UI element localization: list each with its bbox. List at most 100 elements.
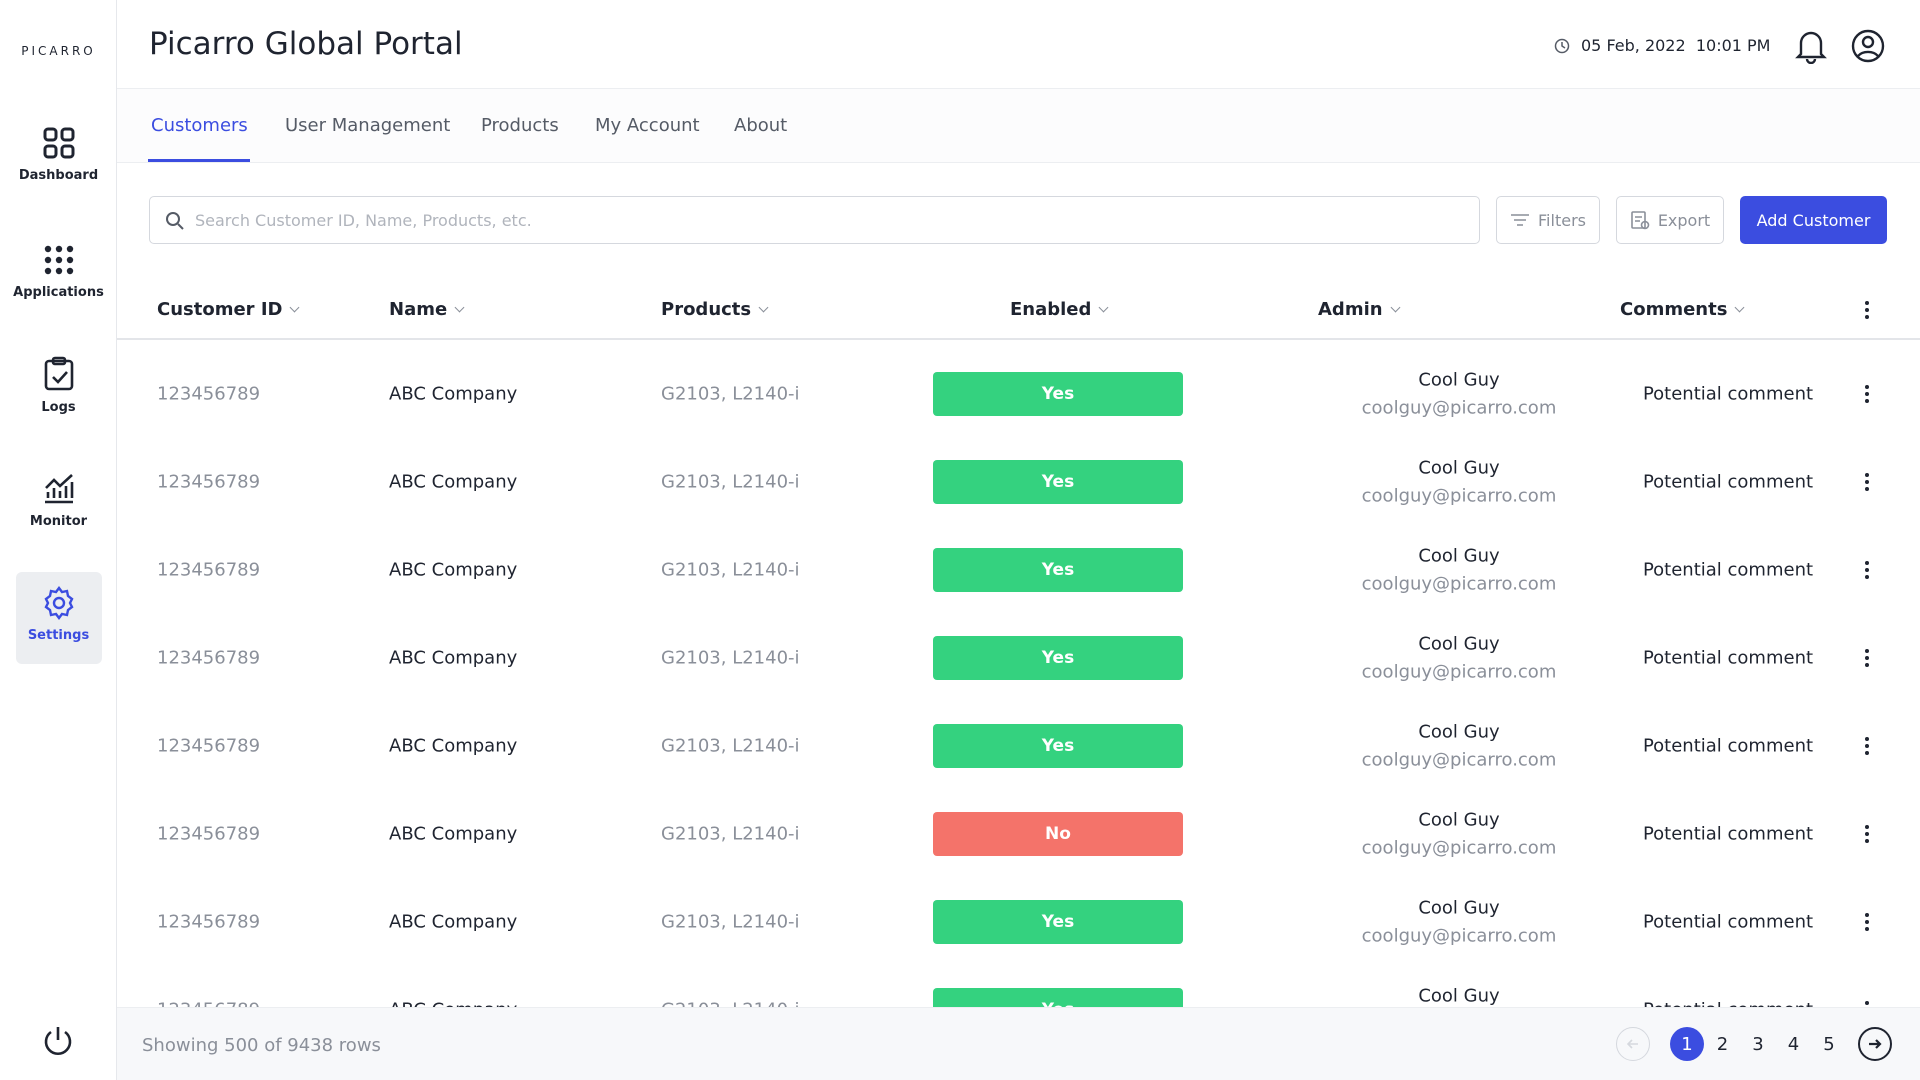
nav-label: Dashboard [18,168,99,183]
export-button[interactable]: Export [1616,196,1724,244]
row-menu[interactable] [1863,1000,1871,1007]
row-count: Showing 500 of 9438 rows [142,1035,381,1056]
admin-email: coolguy@picarro.com [1361,749,1557,771]
button-label: Export [1657,210,1711,230]
products: G2103, L2140-i [661,735,800,757]
sidebar: PICARRO Dashboard Applications Logs Moni… [0,0,117,1080]
column-header[interactable]: Name [389,299,463,320]
row-menu[interactable] [1863,736,1871,756]
customer-id: 123456789 [157,647,261,669]
nav-label: Logs [41,400,76,415]
datetime: 05 Feb, 2022 10:01 PM [1581,36,1771,55]
admin-email: coolguy@picarro.com [1361,573,1557,595]
search-icon [166,212,184,230]
user-icon[interactable] [1850,28,1886,64]
column-header[interactable]: Admin [1318,299,1399,320]
admin-name: Cool Guy [1418,369,1500,391]
customer-name: ABC Company [389,823,518,845]
row-menu[interactable] [1863,384,1871,404]
admin-name: Cool Guy [1418,457,1500,479]
page-number[interactable]: 2 [1716,1033,1729,1055]
comment: Potential comment [1642,911,1814,933]
page-number[interactable]: 5 [1823,1033,1835,1055]
row-menu[interactable] [1863,472,1871,492]
customer-id: 123456789 [157,823,261,845]
button-label: Add Customer [1756,210,1871,230]
enabled-badge: Yes [933,460,1183,504]
header: Picarro Global Portal 05 Feb, 2022 10:01… [117,0,1920,89]
nav-item[interactable]: Monitor [0,472,117,529]
products: G2103, L2140-i [661,383,800,405]
admin-name: Cool Guy [1418,633,1500,655]
tab[interactable]: About [734,115,788,136]
comment: Potential comment [1578,1000,1878,1008]
admin-name: Cool Guy [1418,897,1500,919]
column-header[interactable]: Comments [1620,299,1743,320]
nav-label: Applications [13,285,104,300]
nav-item[interactable]: Logs [0,356,117,415]
nav-label: Settings [27,628,90,643]
comment: Potential comment [1642,647,1814,669]
bell-icon[interactable] [1794,28,1828,64]
customer-id: 123456789 [157,735,261,757]
page-number[interactable]: 1 [1670,1027,1704,1061]
add-button[interactable]: Add Customer [1740,196,1887,244]
admin-email: coolguy@picarro.com [1361,397,1557,419]
comment: Potential comment [1642,735,1814,757]
customer-id: 123456789 [157,471,261,493]
enabled-badge: Yes [933,724,1183,768]
nav-item[interactable]: Applications [0,243,117,300]
nav-item[interactable]: Dashboard [0,126,117,183]
customer-name: ABC Company [389,383,518,405]
page-number[interactable]: 3 [1752,1033,1764,1055]
button-label: Filters [1538,210,1586,230]
products: G2103, L2140-i [661,471,800,493]
comment: Potential comment [1642,383,1814,405]
tab[interactable]: Products [481,115,559,136]
nav-label: Monitor [29,514,88,529]
power-icon[interactable] [41,1024,75,1058]
enabled-badge: Yes [933,636,1183,680]
customer-id: 123456789 [157,383,261,405]
admin-name: Cool Guy [1418,545,1500,567]
row-menu[interactable] [1863,560,1871,580]
logo: PICARRO [21,44,96,58]
admin-name: Cool Guy [1418,721,1500,743]
enabled-badge: Yes [933,900,1183,944]
row-menu[interactable] [1863,912,1871,932]
row-menu[interactable] [1863,824,1871,844]
tab-bar: Customers User Management Products My Ac… [117,89,1920,163]
filters-button[interactable]: Filters [1496,196,1600,244]
enabled-badge: No [933,812,1183,856]
products: G2103, L2140-i [661,559,800,581]
kebab-icon[interactable] [1863,300,1871,320]
admin-name: Cool Guy [1418,809,1500,831]
tab-underline [148,159,250,162]
customer-id: 123456789 [157,1000,260,1008]
admin-name: Cool Guy [1418,985,1500,1007]
comment: Potential comment [1642,471,1814,493]
prev-page[interactable] [1616,1027,1650,1061]
products: G2103, L2140-i [661,1000,800,1008]
row-menu[interactable] [1863,648,1871,668]
tab[interactable]: Customers [151,115,248,136]
page-number[interactable]: 4 [1787,1033,1800,1055]
products: G2103, L2140-i [661,911,800,933]
column-header[interactable]: Enabled [1010,299,1107,320]
admin-email: coolguy@picarro.com [1361,485,1557,507]
customer-name: ABC Company [389,471,518,493]
customer-name: ABC Company [389,911,518,933]
enabled-badge: Yes [933,372,1183,416]
column-header[interactable]: Customer ID [157,299,298,320]
table-body: 123456789 ABC Company G2103, L2140-i Yes Coo… [117,340,1920,1007]
tab[interactable]: My Account [595,115,700,136]
page-title: Picarro Global Portal [149,26,463,62]
search-box[interactable]: Search Customer ID, Name, Products, etc. [149,196,1480,244]
next-page[interactable] [1858,1027,1892,1061]
nav-item[interactable]: Settings [0,586,117,643]
admin-email: coolguy@picarro.com [1361,661,1557,683]
comment: Potential comment [1642,823,1814,845]
column-header[interactable]: Products [661,299,767,320]
customer-name: ABC Company [389,559,518,581]
tab[interactable]: User Management [285,115,451,136]
